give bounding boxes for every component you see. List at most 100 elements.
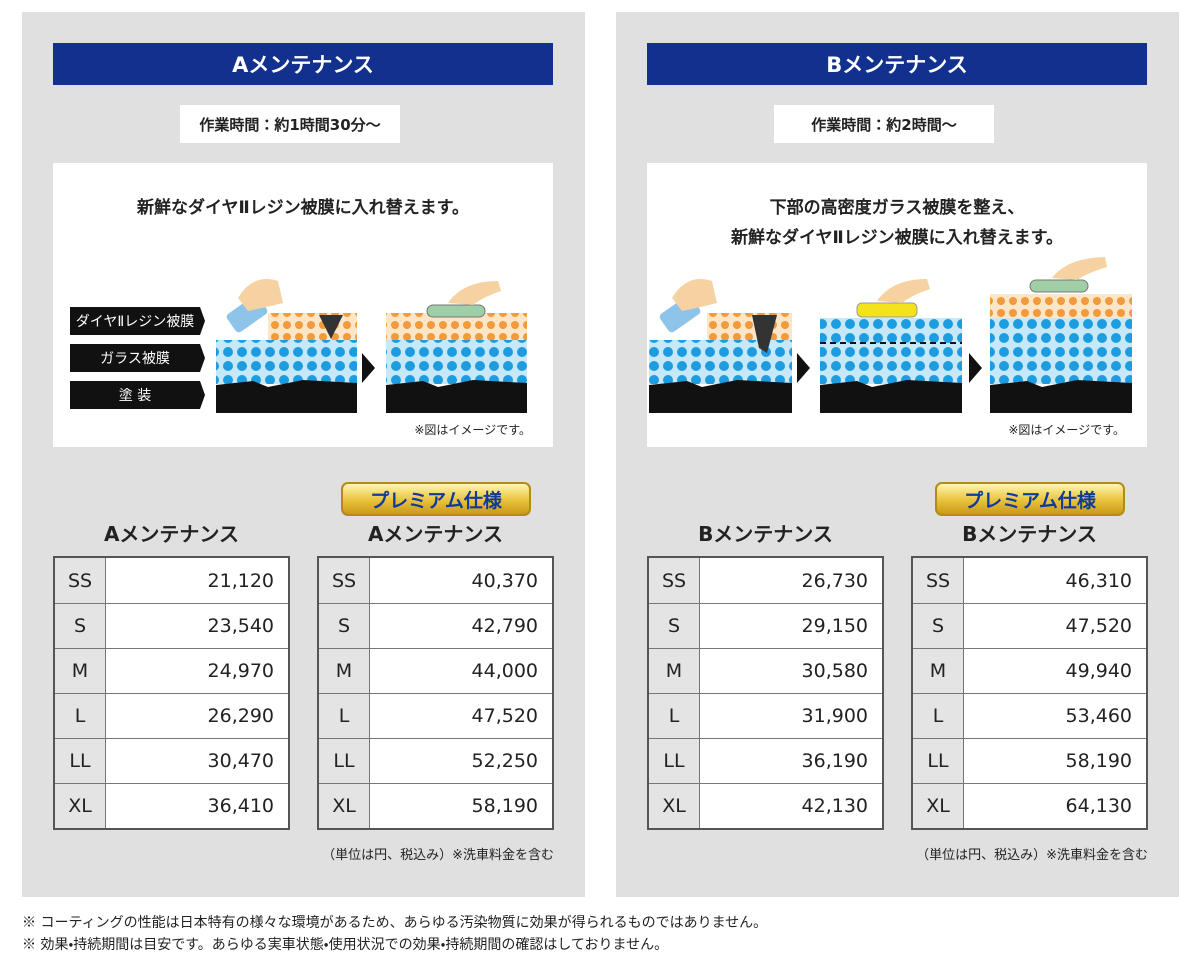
illustration-shape — [820, 380, 962, 413]
panel-b: Bメンテナンス 作業時間：約2時間〜 — [616, 12, 1179, 897]
price-cell: 26,290 — [207, 705, 274, 727]
illustration-shape — [856, 302, 918, 318]
table-row: L 31,900 — [649, 693, 882, 738]
description: 新鮮なダイヤⅡレジン被膜に入れ替えます。 — [53, 193, 553, 223]
illustration-shape — [268, 313, 357, 340]
image-note: ※図はイメージです。 — [1008, 423, 1125, 437]
illustration-shape — [70, 381, 205, 409]
size-cell: S — [319, 604, 370, 648]
illustration-shape — [752, 315, 777, 353]
illustration: 下部の高密度ガラス被膜を整え、 新鮮なダイヤⅡレジン被膜に入れ替えます。 ※図は… — [647, 163, 1147, 447]
price-table: SS 21,120 S 23,540 M 24,970 L 26,290 LL 30,470 XL 3… — [53, 556, 290, 830]
price-cell: 58,190 — [1065, 750, 1132, 772]
price-cell: 42,130 — [801, 795, 868, 817]
table-row: S 47,520 — [913, 603, 1146, 648]
size-cell: L — [319, 694, 370, 738]
table-row: LL 52,250 — [319, 738, 552, 783]
illustration-shape — [877, 279, 930, 303]
price-table: SS 46,310 S 47,520 M 49,940 L 53,460 LL 58,190 XL 6… — [911, 556, 1148, 830]
work-time: 作業時間：約2時間〜 — [774, 105, 994, 143]
price-cell: 36,410 — [207, 795, 274, 817]
table-row: XL 36,410 — [55, 783, 288, 828]
footnote: ※ 効果・持続期間は目安です。あらゆる実車状態・使用状況での効果・持続期間の確認… — [22, 937, 669, 953]
size-cell: SS — [319, 558, 370, 603]
layer-label: 塗 装 — [119, 388, 151, 404]
description-line: 新鮮なダイヤⅡレジン被膜に入れ替えます。 — [731, 228, 1063, 248]
illustration-shape — [386, 380, 527, 413]
size-cell: LL — [913, 739, 964, 783]
description-line: 下部の高密度ガラス被膜を整え、 — [769, 198, 1025, 218]
table-row: M 44,000 — [319, 648, 552, 693]
size-cell: SS — [649, 558, 700, 603]
size-cell: L — [55, 694, 106, 738]
diagram: ダイヤⅡレジン被膜 ガラス被膜 塗 装 — [70, 279, 527, 413]
table-row: M 30,580 — [649, 648, 882, 693]
price-cell: 31,900 — [801, 705, 868, 727]
illustration-shape — [319, 315, 343, 339]
size-cell: SS — [913, 558, 964, 603]
price-cell: 29,150 — [801, 615, 868, 637]
size-cell: M — [319, 649, 370, 693]
table-row: XL 58,190 — [319, 783, 552, 828]
size-cell: S — [649, 604, 700, 648]
size-cell: M — [649, 649, 700, 693]
price-cell: 44,000 — [471, 660, 538, 682]
illustration-shape — [797, 353, 810, 383]
layer-label: ダイヤⅡレジン被膜 — [76, 314, 194, 330]
table-row: M 24,970 — [55, 648, 288, 693]
illustration-shape — [969, 353, 982, 383]
table-row: LL 58,190 — [913, 738, 1146, 783]
description: 下部の高密度ガラス被膜を整え、 新鮮なダイヤⅡレジン被膜に入れ替えます。 — [647, 193, 1147, 253]
panel-a: Aメンテナンス 作業時間：約1時間30分〜 ダイヤⅡレジン被膜 ガラス被膜 塗 … — [22, 12, 585, 897]
illustration: ダイヤⅡレジン被膜 ガラス被膜 塗 装 新鮮なダイヤⅡレジン被膜に入れ替えます。… — [53, 163, 553, 447]
illustration-shape — [448, 281, 501, 305]
panel-title: Aメンテナンス — [53, 43, 553, 85]
table-heading: Aメンテナンス — [103, 522, 240, 546]
price-cell: 26,730 — [801, 569, 868, 592]
description-line: 新鮮なダイヤⅡレジン被膜に入れ替えます。 — [137, 198, 469, 218]
unit-note: （単位は円、税込み）※洗車料金を含む — [916, 848, 1148, 863]
illustration-shape — [238, 279, 283, 311]
table-row: L 53,460 — [913, 693, 1146, 738]
illustration-shape — [707, 313, 792, 340]
table-heading: Aメンテナンス — [367, 522, 504, 546]
price-cell: 30,580 — [801, 660, 868, 682]
size-cell: XL — [649, 784, 700, 828]
price-table: SS 40,370 S 42,790 M 44,000 L 47,520 LL 52,250 XL 5… — [317, 556, 554, 830]
table-row: L 47,520 — [319, 693, 552, 738]
illustration-shape — [386, 340, 527, 384]
price-cell: 47,520 — [1065, 615, 1132, 637]
table-row: M 49,940 — [913, 648, 1146, 693]
price-cell: 36,190 — [801, 750, 868, 772]
layer-label: ガラス被膜 — [100, 351, 170, 367]
table-heading: Bメンテナンス — [698, 522, 833, 546]
price-cell: 40,370 — [471, 569, 538, 592]
price-cell: 42,790 — [471, 615, 538, 637]
table-heading: Bメンテナンス — [962, 522, 1097, 546]
illustration-shape — [649, 340, 792, 384]
size-cell: M — [55, 649, 106, 693]
table-row: LL 30,470 — [55, 738, 288, 783]
illustration-shape — [649, 380, 792, 413]
price-cell: 24,970 — [207, 660, 274, 682]
price-cell: 64,130 — [1065, 795, 1132, 817]
unit-note: （単位は円、税込み）※洗車料金を含む — [322, 848, 554, 863]
table-row: LL 36,190 — [649, 738, 882, 783]
diagram — [649, 257, 1132, 413]
price-cell: 52,250 — [471, 750, 538, 772]
premium-badge: プレミアム仕様 — [935, 482, 1125, 516]
size-cell: LL — [649, 739, 700, 783]
table-row: S 29,150 — [649, 603, 882, 648]
illustration-shape — [216, 340, 357, 384]
table-row: XL 42,130 — [649, 783, 882, 828]
illustration-shape — [820, 318, 962, 384]
table-row: S 23,540 — [55, 603, 288, 648]
table-row: XL 64,130 — [913, 783, 1146, 828]
premium-badge: プレミアム仕様 — [341, 482, 531, 516]
table-row: L 26,290 — [55, 693, 288, 738]
price-cell: 21,120 — [207, 569, 274, 592]
table-row: SS 21,120 — [55, 558, 288, 603]
size-cell: S — [55, 604, 106, 648]
price-cell: 46,310 — [1065, 569, 1132, 592]
